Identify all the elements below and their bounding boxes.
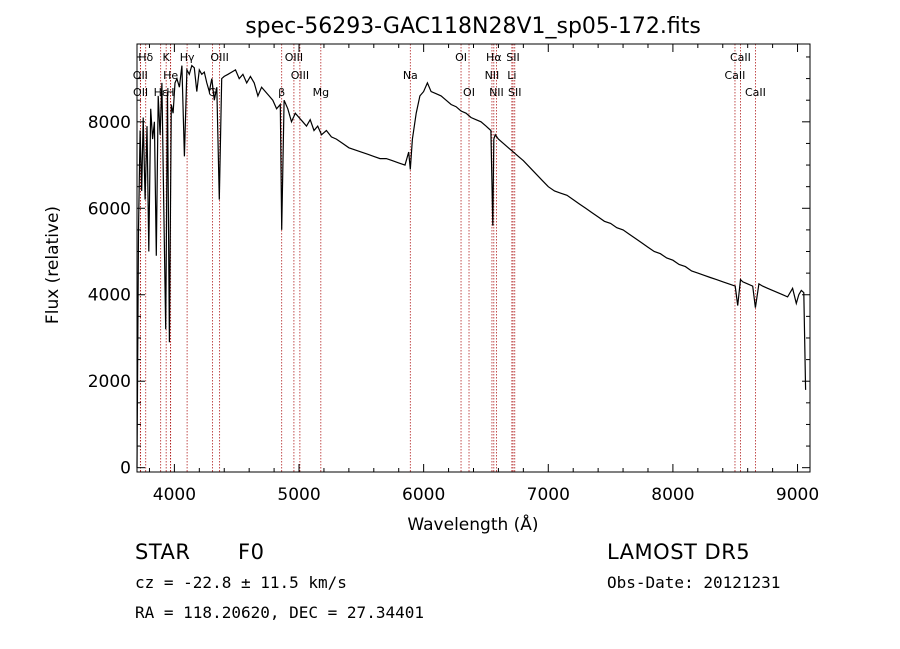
spectral-line-label: CaII xyxy=(745,86,766,99)
chart-title: spec-56293-GAC118N28V1_sp05-172.fits xyxy=(245,14,701,39)
x-axis: 4000 5000 6000 7000 8000 9000 xyxy=(148,44,819,505)
spectral-line-label: Li xyxy=(507,69,516,82)
plot-frame xyxy=(136,43,811,473)
spectral-line-label: OI xyxy=(463,86,475,99)
spectral-line-label: SII xyxy=(506,51,519,64)
spectral-line-label: Hα xyxy=(486,51,502,64)
survey-name: LAMOST DR5 xyxy=(607,540,751,564)
x-tick-label: 4000 xyxy=(153,485,196,505)
x-tick-label: 6000 xyxy=(402,485,445,505)
spectral-line-label: Na xyxy=(403,69,418,82)
spectral-line-label: H xyxy=(166,86,174,99)
x-tick-label: 9000 xyxy=(776,485,819,505)
spectral-line-label: OIII xyxy=(291,69,309,82)
spectral-line-label: Hε xyxy=(154,86,168,99)
spectral-line-label: NII xyxy=(485,69,500,82)
spectral-line-label: OIII xyxy=(285,51,303,64)
y-axis: 0 2000 4000 6000 8000 xyxy=(88,56,810,479)
spectral-line-label: OIII xyxy=(210,51,228,64)
spectral-line-label: Mg xyxy=(313,86,329,99)
y-tick-label: 8000 xyxy=(88,113,131,133)
observation-date: Obs-Date: 20121231 xyxy=(607,573,781,592)
spectral-line-label: β xyxy=(278,86,285,99)
spectral-line-label: NII xyxy=(489,86,504,99)
spectral-line-label: Hγ xyxy=(180,51,195,64)
y-tick-label: 6000 xyxy=(88,199,131,219)
spectral-line-label: He xyxy=(163,69,178,82)
spectral-line-label: K xyxy=(163,51,171,64)
object-subclass: F0 xyxy=(238,540,265,564)
spectral-line-label: SII xyxy=(508,86,521,99)
y-tick-label: 4000 xyxy=(88,286,131,306)
object-class: STAR xyxy=(135,540,191,564)
x-tick-label: 8000 xyxy=(651,485,694,505)
spectral-line-label: OII xyxy=(133,69,148,82)
x-tick-label: 7000 xyxy=(527,485,570,505)
coordinates: RA = 118.20620, DEC = 27.34401 xyxy=(135,603,424,622)
spectral-line-label: G xyxy=(208,86,217,99)
spectral-line-label: CaII xyxy=(730,51,751,64)
spectrum-line xyxy=(136,64,807,468)
y-tick-label: 0 xyxy=(120,459,131,479)
x-tick-label: 5000 xyxy=(277,485,320,505)
x-axis-label: Wavelength (Å) xyxy=(407,513,538,535)
y-axis-label: Flux (relative) xyxy=(43,206,63,324)
spectral-line-markers xyxy=(139,44,756,472)
spectral-line-label: CaII xyxy=(725,69,746,82)
redshift-velocity: cz = -22.8 ± 11.5 km/s xyxy=(135,573,347,592)
spectral-line-label: OII xyxy=(133,86,148,99)
spectral-line-label: Hδ xyxy=(138,51,153,64)
y-tick-label: 2000 xyxy=(88,372,131,392)
spectral-line-label: OI xyxy=(455,51,467,64)
